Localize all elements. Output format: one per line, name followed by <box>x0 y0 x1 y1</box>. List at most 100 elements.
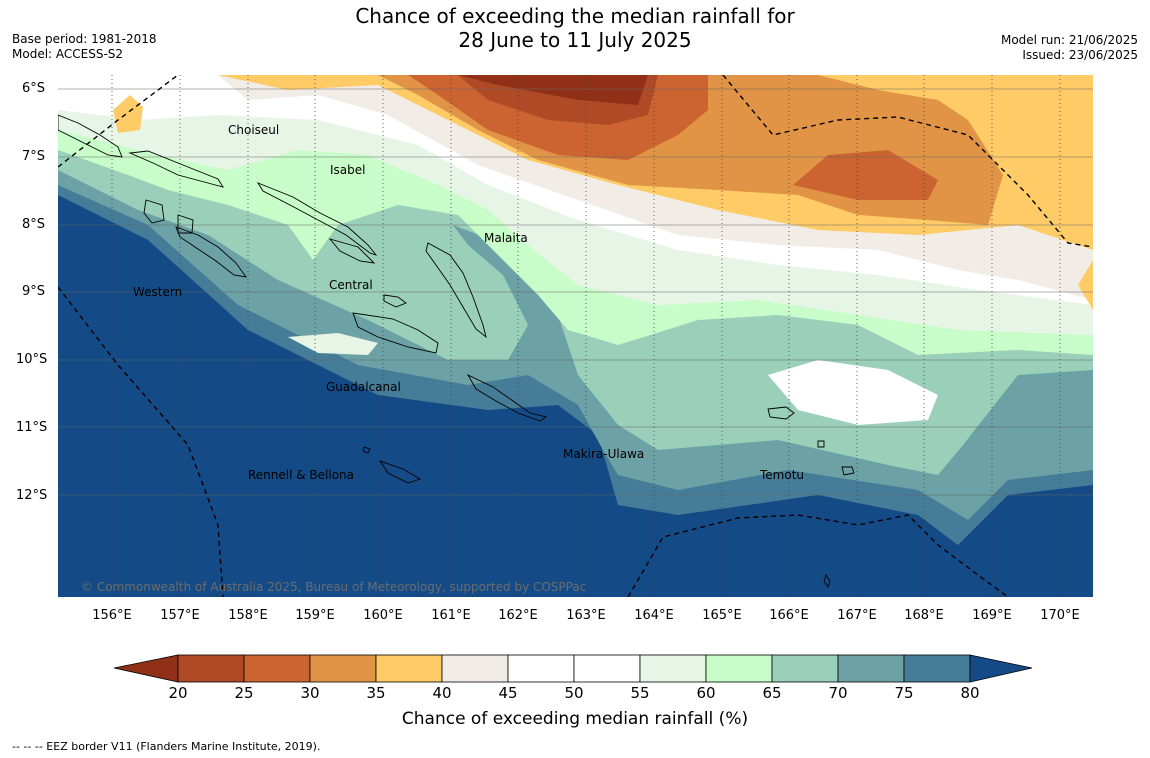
new-georgia-island <box>175 226 247 278</box>
label-isabel: Isabel <box>330 163 365 177</box>
colorbar-tick-label: 70 <box>828 684 848 702</box>
run-info: Model run: 21/06/2025 Issued: 23/06/2025 <box>1001 33 1138 63</box>
colorbar-tick-label: 30 <box>300 684 320 702</box>
label-central: Central <box>329 278 373 292</box>
eez-north-west <box>58 75 179 168</box>
colorbar-tick-label: 35 <box>366 684 386 702</box>
colorbar-tick-label: 40 <box>432 684 452 702</box>
malaita-island <box>425 242 487 339</box>
colorbar-tick-label: 60 <box>696 684 716 702</box>
lat-label-7s: 7°S <box>22 149 46 164</box>
map-title-line1: Chance of exceeding the median rainfall … <box>355 4 795 28</box>
bougainville-island <box>58 114 123 158</box>
lat-label-6s: 6°S <box>22 81 46 96</box>
colorbar-cell <box>639 654 707 683</box>
label-rennell-bellona: Rennell & Bellona <box>248 468 354 482</box>
band-45-55-pocket <box>768 360 938 425</box>
band-55-60-pocket <box>288 333 378 355</box>
colorbar-tick-label: 25 <box>234 684 254 702</box>
colorbar-tick-label: 45 <box>498 684 518 702</box>
lon-label-164e: 164°E <box>634 608 674 623</box>
rennell-island <box>378 460 422 484</box>
lat-label-9s: 9°S <box>22 284 46 299</box>
colorbar-cell <box>507 654 575 683</box>
utupua-island <box>841 466 855 476</box>
small-malaita-island <box>383 294 407 308</box>
band-35-40-east <box>1078 260 1093 310</box>
colorbar-cell <box>771 654 839 683</box>
label-choiseul: Choiseul <box>228 123 279 137</box>
colorbar-label: Chance of exceeding median rainfall (%) <box>401 709 749 729</box>
model-run-date: Model run: 21/06/2025 <box>1000 33 1138 47</box>
colorbar-cell <box>903 654 971 683</box>
colorbar-cell <box>243 654 311 683</box>
colorbar-cell <box>441 654 509 683</box>
lon-label-169e: 169°E <box>972 608 1012 623</box>
isabel-island <box>256 182 378 256</box>
colorbar-cell <box>309 654 377 683</box>
lon-grid <box>111 75 1061 597</box>
label-guadalcanal: Guadalcanal <box>326 380 401 394</box>
lon-label-161e: 161°E <box>431 608 471 623</box>
lon-label-159e: 159°E <box>295 608 335 623</box>
colorbar-tick-label: 80 <box>960 684 980 702</box>
kolombangara-island <box>177 214 194 234</box>
eez-south-west <box>58 286 224 597</box>
colorbar-cell <box>573 654 641 683</box>
eez-north-east <box>722 75 1093 248</box>
vanikoro-island <box>817 440 825 448</box>
lon-label-166e: 166°E <box>769 608 809 623</box>
colorbar-cell <box>177 654 245 683</box>
lon-label-156e: 156°E <box>92 608 132 623</box>
band-35-40-west <box>113 95 143 133</box>
eez-borders <box>58 75 1093 597</box>
label-western: Western <box>133 285 182 299</box>
lon-label-165e: 165°E <box>702 608 742 623</box>
vella-lavella-island <box>143 199 165 224</box>
choiseul-island <box>128 150 224 188</box>
lon-label-168e: 168°E <box>904 608 944 623</box>
lon-label-158e: 158°E <box>228 608 268 623</box>
lat-label-11s: 11°S <box>16 420 48 435</box>
colorbar-tick-label: 20 <box>168 684 188 702</box>
colorbar-tick-label: 75 <box>894 684 914 702</box>
lon-label-157e: 157°E <box>160 608 200 623</box>
island-outlines <box>58 114 855 589</box>
guadalcanal-island <box>352 312 439 354</box>
colorbar-tick-label: 55 <box>630 684 650 702</box>
model-info: Base period: 1981-2018 Model: ACCESS-S2 <box>12 32 157 62</box>
lat-label-12s: 12°S <box>16 488 48 503</box>
santa-cruz-island <box>767 406 795 420</box>
colorbar-extend-low <box>114 654 179 683</box>
lat-grid <box>58 88 1093 496</box>
lon-label-163e: 163°E <box>566 608 606 623</box>
issued-date: Issued: 23/06/2025 <box>1022 48 1138 62</box>
colorbar <box>114 654 1033 683</box>
base-period: Base period: 1981-2018 <box>12 32 157 46</box>
florida-islands <box>328 238 376 264</box>
lon-label-170e: 170°E <box>1040 608 1080 623</box>
lat-label-10s: 10°S <box>16 352 48 367</box>
lat-label-8s: 8°S <box>22 217 46 232</box>
bellona-island <box>362 446 371 454</box>
rainfall-map: Choiseul Isabel Malaita Central Western … <box>58 75 1093 597</box>
copyright-text: © Commonwealth of Australia 2025, Bureau… <box>81 580 586 594</box>
lon-label-167e: 167°E <box>837 608 877 623</box>
eez-border-note: -- -- -- EEZ border V11 (Flanders Marine… <box>12 740 321 753</box>
colorbar-tick-label: 65 <box>762 684 782 702</box>
band-below-20 <box>458 75 648 105</box>
colorbar-cells <box>114 654 1033 683</box>
colorbar-cell <box>837 654 905 683</box>
label-makira-ulawa: Makira-Ulawa <box>563 447 644 461</box>
model-name: Model: ACCESS-S2 <box>12 47 124 61</box>
province-labels: Choiseul Isabel Malaita Central Western … <box>133 123 804 482</box>
makira-island <box>466 373 548 422</box>
anuta-island <box>823 573 831 589</box>
lon-label-162e: 162°E <box>498 608 538 623</box>
colorbar-tick-label: 50 <box>564 684 584 702</box>
colorbar-cell <box>375 654 443 683</box>
band-25-30-east <box>793 150 938 200</box>
colorbar-cell <box>705 654 773 683</box>
map-title-line2: 28 June to 11 July 2025 <box>458 28 692 52</box>
lon-label-160e: 160°E <box>363 608 403 623</box>
